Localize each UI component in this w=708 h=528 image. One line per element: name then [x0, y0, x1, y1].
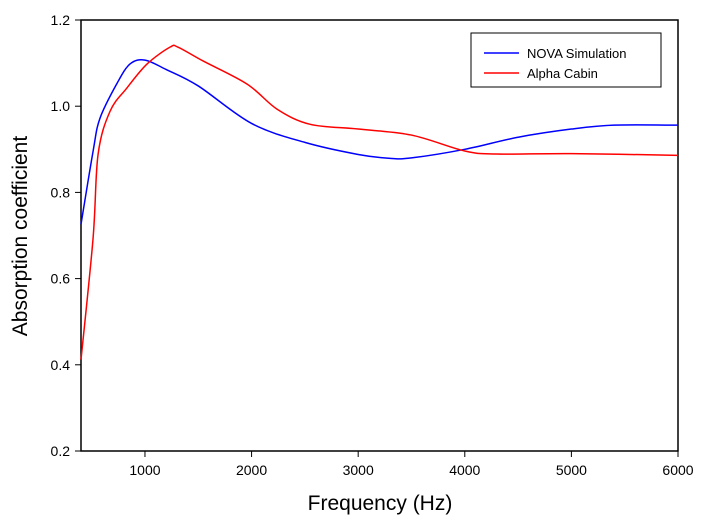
series-line-nova-simulation [80, 59, 679, 225]
y-tick-label: 1.2 [51, 12, 71, 28]
y-tick-label: 0.2 [51, 443, 71, 459]
legend: NOVA Simulation Alpha Cabin [470, 32, 662, 88]
legend-box [470, 32, 662, 88]
series-line-alpha-cabin [80, 44, 679, 360]
y-tick-label: 0.8 [51, 184, 71, 200]
x-tick-label: 3000 [343, 462, 374, 478]
x-axis-label: Frequency (Hz) [308, 492, 453, 515]
y-tick-label: 1.0 [51, 98, 71, 114]
legend-label-nova: NOVA Simulation [527, 46, 626, 61]
x-tick-label: 2000 [236, 462, 267, 478]
x-tick-label: 6000 [662, 462, 693, 478]
x-tick-label: 4000 [449, 462, 480, 478]
y-axis-label: Absorption coefficient [9, 136, 32, 337]
x-tick-label: 1000 [129, 462, 160, 478]
x-tick-label: 5000 [556, 462, 587, 478]
legend-label-alpha: Alpha Cabin [527, 66, 598, 81]
y-tick-label: 0.6 [51, 271, 71, 287]
y-tick-label: 0.4 [51, 357, 71, 373]
plot-frame [80, 19, 679, 452]
